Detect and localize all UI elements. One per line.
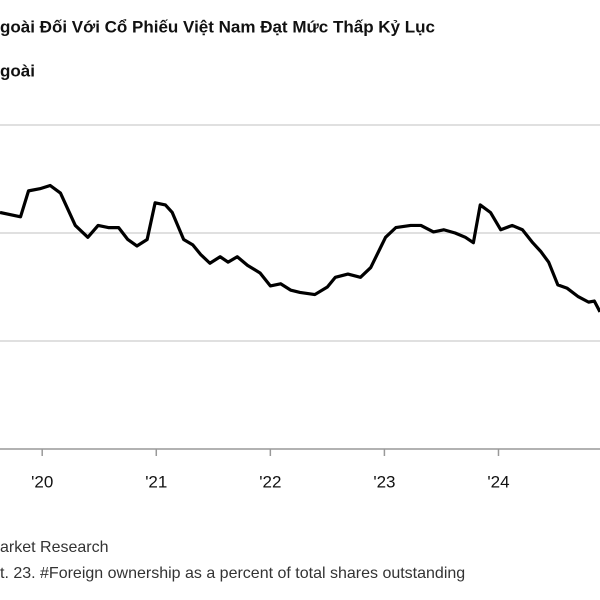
x-tick-label: '20 [31,472,53,491]
x-tick-label: '23 [373,472,395,491]
x-tick-label: '21 [145,472,167,491]
chart-subtitle: goài [0,61,35,80]
source: arket Research [0,539,109,556]
line-series [0,183,600,313]
note: t. 23. #Foreign ownership as a percent o… [0,565,465,582]
x-tick-label: '24 [487,472,509,491]
chart-title: goài Đối Với Cổ Phiếu Việt Nam Đạt Mức T… [0,17,435,36]
x-tick-label: '22 [259,472,281,491]
